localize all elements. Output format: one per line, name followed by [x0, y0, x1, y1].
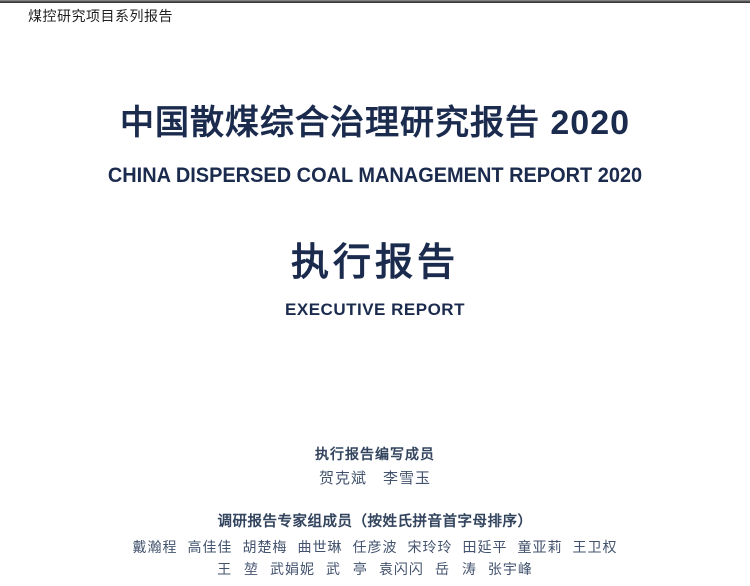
member-name: 张宇峰: [487, 561, 533, 577]
member-name: 任彦波: [352, 539, 398, 555]
member-name: 宋玲玲: [407, 539, 453, 555]
member-name: 胡楚梅: [242, 539, 288, 555]
experts-name-row-1: 戴瀚程 高佳佳 胡楚梅 曲世琳 任彦波 宋玲玲 田延平 童亚莉 王卫权: [0, 537, 750, 557]
executive-report-title-zh: 执行报告: [290, 242, 459, 284]
member-name: 李雪玉: [383, 470, 432, 487]
member-name: 童亚莉: [517, 539, 563, 555]
window-top-edge: [0, 0, 750, 3]
member-name: 袁闪闪: [378, 561, 424, 577]
member-name: 王 堃: [217, 561, 260, 577]
member-name: 戴瀚程: [132, 539, 178, 555]
member-name: 岳 涛: [434, 561, 477, 577]
member-name: 高佳佳: [187, 539, 233, 555]
member-name: 武娟妮: [270, 561, 316, 577]
report-title-zh: 中国散煤综合治理研究报告 2020: [119, 104, 631, 142]
member-name: 武 亭: [326, 561, 368, 577]
member-name: 贺克斌: [318, 470, 367, 487]
member-name: 田延平: [462, 539, 508, 555]
experts-heading: 调研报告专家组成员（按姓氏拼音首字母排序）: [217, 514, 533, 530]
member-name: 王卫权: [572, 539, 618, 555]
executive-report-title-en: EXECUTIVE REPORT: [285, 300, 465, 319]
member-name: 曲世琳: [297, 539, 343, 555]
experts-name-row-2: 王 堃武娟妮武 亭袁闪闪岳 涛张宇峰: [0, 559, 750, 579]
series-label: 煤控研究项目系列报告: [28, 8, 173, 24]
writers-name-row: 贺克斌 李雪玉: [0, 467, 750, 488]
report-title-en: CHINA DISPERSED COAL MANAGEMENT REPORT 2…: [107, 164, 643, 187]
writers-heading: 执行报告编写成员: [315, 446, 435, 462]
